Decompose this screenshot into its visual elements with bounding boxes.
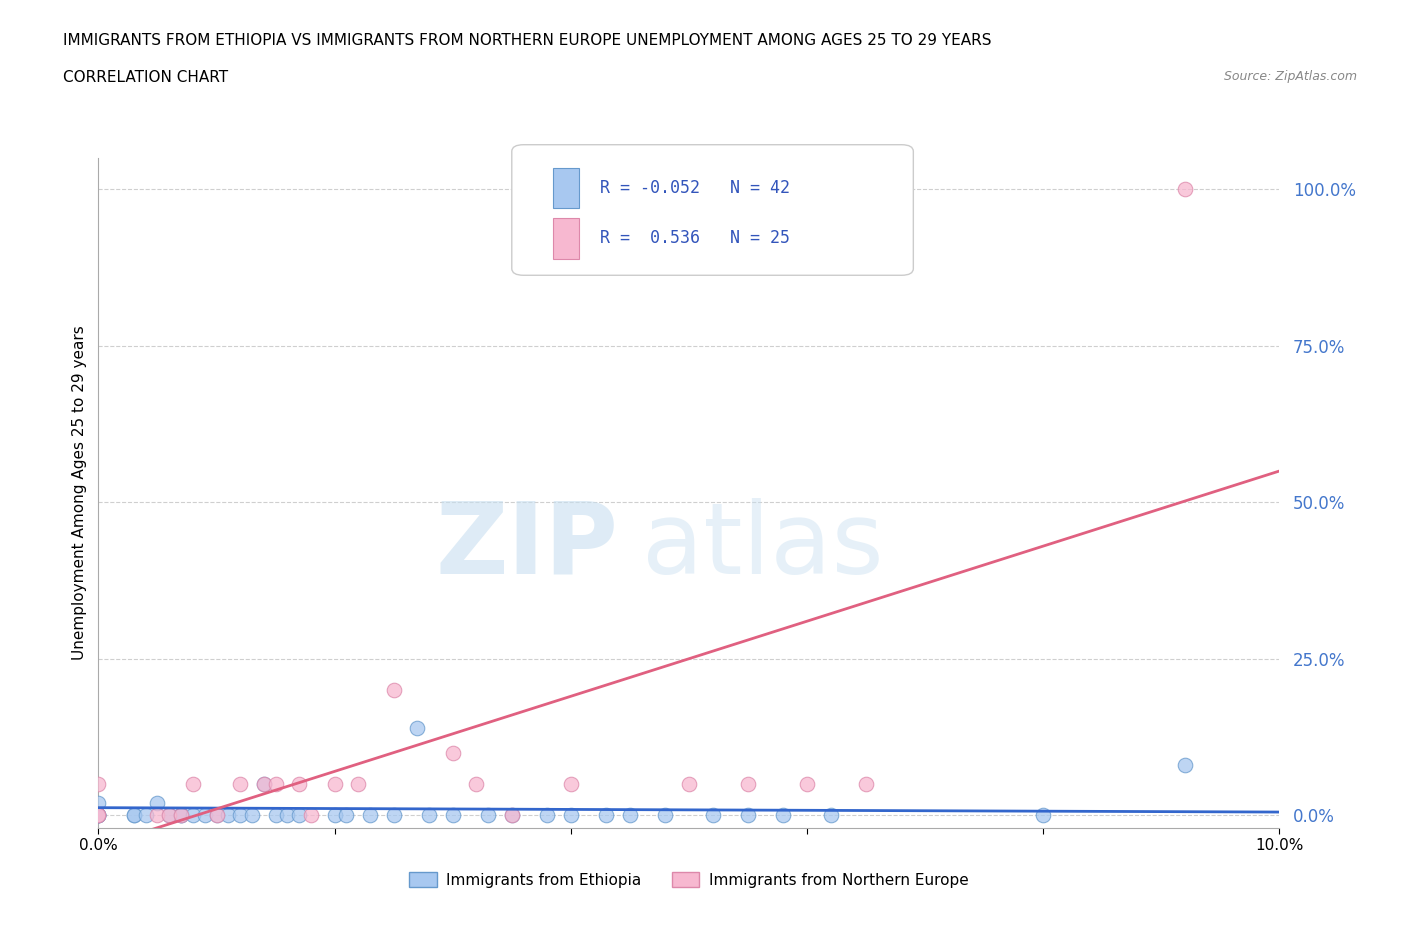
Point xyxy=(181,808,204,823)
Point xyxy=(135,808,157,823)
Point xyxy=(264,808,287,823)
Point xyxy=(87,808,110,823)
Point xyxy=(170,808,193,823)
FancyBboxPatch shape xyxy=(512,145,914,275)
Point xyxy=(240,808,263,823)
Point xyxy=(229,777,252,791)
Point xyxy=(619,808,641,823)
Point xyxy=(737,808,759,823)
Text: R = -0.052   N = 42: R = -0.052 N = 42 xyxy=(600,179,790,197)
Point xyxy=(122,808,145,823)
Point xyxy=(146,808,169,823)
FancyBboxPatch shape xyxy=(553,219,579,259)
Point xyxy=(205,808,228,823)
Point xyxy=(347,777,370,791)
Point xyxy=(146,795,169,810)
Text: Source: ZipAtlas.com: Source: ZipAtlas.com xyxy=(1223,70,1357,83)
Point xyxy=(335,808,357,823)
Point xyxy=(820,808,842,823)
Point xyxy=(87,795,110,810)
Point xyxy=(323,808,346,823)
Text: IMMIGRANTS FROM ETHIOPIA VS IMMIGRANTS FROM NORTHERN EUROPE UNEMPLOYMENT AMONG A: IMMIGRANTS FROM ETHIOPIA VS IMMIGRANTS F… xyxy=(63,33,991,47)
Point xyxy=(276,808,298,823)
Point xyxy=(406,720,429,735)
FancyBboxPatch shape xyxy=(553,168,579,208)
Point xyxy=(418,808,440,823)
Point xyxy=(299,808,322,823)
Point xyxy=(441,745,464,760)
Point xyxy=(501,808,523,823)
Point xyxy=(122,808,145,823)
Point xyxy=(465,777,488,791)
Text: atlas: atlas xyxy=(641,498,883,595)
Point xyxy=(157,808,180,823)
Point xyxy=(217,808,239,823)
Text: R =  0.536   N = 25: R = 0.536 N = 25 xyxy=(600,230,790,247)
Point xyxy=(288,777,311,791)
Point xyxy=(170,808,193,823)
Point xyxy=(477,808,499,823)
Point xyxy=(181,777,204,791)
Point xyxy=(87,777,110,791)
Point xyxy=(737,777,759,791)
Point xyxy=(1174,758,1197,773)
Point xyxy=(253,777,276,791)
Point xyxy=(536,808,558,823)
Point xyxy=(654,808,676,823)
Point xyxy=(87,808,110,823)
Legend: Immigrants from Ethiopia, Immigrants from Northern Europe: Immigrants from Ethiopia, Immigrants fro… xyxy=(404,866,974,894)
Point xyxy=(87,808,110,823)
Point xyxy=(157,808,180,823)
Text: CORRELATION CHART: CORRELATION CHART xyxy=(63,70,228,85)
Point xyxy=(253,777,276,791)
Point xyxy=(595,808,617,823)
Point xyxy=(702,808,724,823)
Point xyxy=(205,808,228,823)
Point xyxy=(560,808,582,823)
Point xyxy=(323,777,346,791)
Point xyxy=(1032,808,1054,823)
Point xyxy=(382,683,405,698)
Point xyxy=(678,777,700,791)
Point xyxy=(87,808,110,823)
Point xyxy=(855,777,877,791)
Point xyxy=(1174,182,1197,197)
Point xyxy=(501,808,523,823)
Point xyxy=(229,808,252,823)
Point xyxy=(288,808,311,823)
Point xyxy=(359,808,381,823)
Point xyxy=(194,808,217,823)
Point xyxy=(87,808,110,823)
Point xyxy=(87,808,110,823)
Text: ZIP: ZIP xyxy=(436,498,619,595)
Point xyxy=(796,777,818,791)
Point xyxy=(560,777,582,791)
Point xyxy=(772,808,794,823)
Point xyxy=(264,777,287,791)
Y-axis label: Unemployment Among Ages 25 to 29 years: Unemployment Among Ages 25 to 29 years xyxy=(72,326,87,660)
Point xyxy=(441,808,464,823)
Point xyxy=(382,808,405,823)
Point xyxy=(170,808,193,823)
